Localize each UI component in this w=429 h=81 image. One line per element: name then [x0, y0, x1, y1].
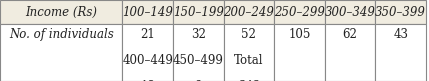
- Text: 150–199: 150–199: [173, 6, 224, 19]
- Text: 18: 18: [140, 80, 155, 81]
- Bar: [0, 24, 122, 81]
- Text: 300–349: 300–349: [325, 6, 375, 19]
- Text: 52: 52: [242, 28, 256, 41]
- Text: 100–149: 100–149: [122, 6, 173, 19]
- Bar: [173, 0, 224, 24]
- Text: 250–299: 250–299: [274, 6, 325, 19]
- Bar: [375, 0, 426, 24]
- Text: No. of individuals: No. of individuals: [9, 28, 114, 41]
- Text: 342: 342: [238, 80, 260, 81]
- Bar: [325, 0, 375, 24]
- Text: 21: 21: [140, 28, 155, 41]
- Bar: [224, 24, 274, 81]
- Text: 62: 62: [343, 28, 357, 41]
- Text: 200–249: 200–249: [224, 6, 274, 19]
- Text: 450–499: 450–499: [173, 54, 224, 67]
- Bar: [122, 24, 173, 81]
- Bar: [224, 0, 274, 24]
- Bar: [325, 24, 375, 81]
- Bar: [375, 24, 426, 81]
- Bar: [122, 0, 173, 24]
- Bar: [274, 0, 325, 24]
- Text: 43: 43: [393, 28, 408, 41]
- Bar: [274, 24, 325, 81]
- Bar: [0, 0, 122, 24]
- Text: 105: 105: [288, 28, 311, 41]
- Text: 400–449: 400–449: [122, 54, 173, 67]
- Text: Income (Rs): Income (Rs): [25, 6, 97, 19]
- Text: 32: 32: [191, 28, 205, 41]
- Bar: [173, 24, 224, 81]
- Text: Total: Total: [234, 54, 263, 67]
- Text: 350–399: 350–399: [375, 6, 426, 19]
- Text: 9: 9: [194, 80, 202, 81]
